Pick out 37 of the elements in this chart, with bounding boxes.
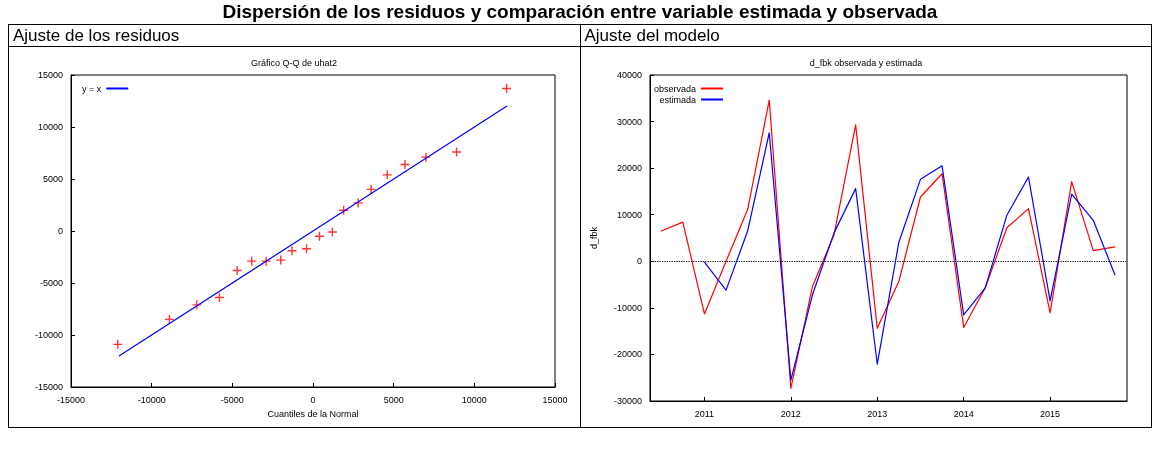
y-axis-title: d_fbk <box>588 226 598 250</box>
y-tick-label: -10000 <box>613 302 642 313</box>
legend-label: estimada <box>659 94 696 105</box>
y-tick-label: -30000 <box>613 396 642 406</box>
y-tick-label: 40000 <box>616 70 642 80</box>
y-tick-label: 10000 <box>616 209 642 220</box>
chart-title: Ajuste de los residuos <box>9 25 580 47</box>
text: Dispersión de los residuos y comparación entre variable estimada y observada <box>221 0 939 24</box>
y-tick-label: -5000 <box>39 278 63 288</box>
x-tick-label: 10000 <box>461 394 487 405</box>
x-tick-label: -5000 <box>220 394 244 405</box>
x-tick-label: 2014 <box>953 408 974 419</box>
chart-subtitle: Gráfico Q-Q de uhat2 <box>250 57 338 68</box>
y-tick-label: 30000 <box>616 116 642 127</box>
y-tick-label: 0 <box>57 226 63 236</box>
legend-label: y = x <box>81 83 102 94</box>
y-tick-label: 10000 <box>37 122 63 132</box>
x-tick-label: 5000 <box>383 394 404 405</box>
x-tick-label: 2013 <box>866 408 887 419</box>
y-tick-label: -15000 <box>34 382 63 392</box>
y-tick-label: 20000 <box>616 163 642 174</box>
x-tick-label: -10000 <box>137 394 166 405</box>
x-tick-label: 0 <box>310 394 316 405</box>
legend-label: observada <box>653 83 696 94</box>
y-tick-label: 15000 <box>37 70 63 80</box>
chart-subtitle: d_fbk observada y estimada <box>809 57 922 68</box>
x-tick-label: 2011 <box>694 408 714 419</box>
y-tick-label: -20000 <box>613 349 642 360</box>
x-tick-label: -15000 <box>56 394 86 405</box>
x-axis-title: Cuantiles de la Normal <box>267 408 359 419</box>
x-tick-label: 2012 <box>780 408 801 419</box>
x-tick-label: 15000 <box>542 394 568 405</box>
y-tick-label: 0 <box>636 256 642 267</box>
x-tick-label: 2015 <box>1039 408 1060 419</box>
chart-title: Ajuste del modelo <box>580 25 1151 47</box>
y-tick-label: -10000 <box>34 330 63 340</box>
y-tick-label: 5000 <box>42 174 63 184</box>
